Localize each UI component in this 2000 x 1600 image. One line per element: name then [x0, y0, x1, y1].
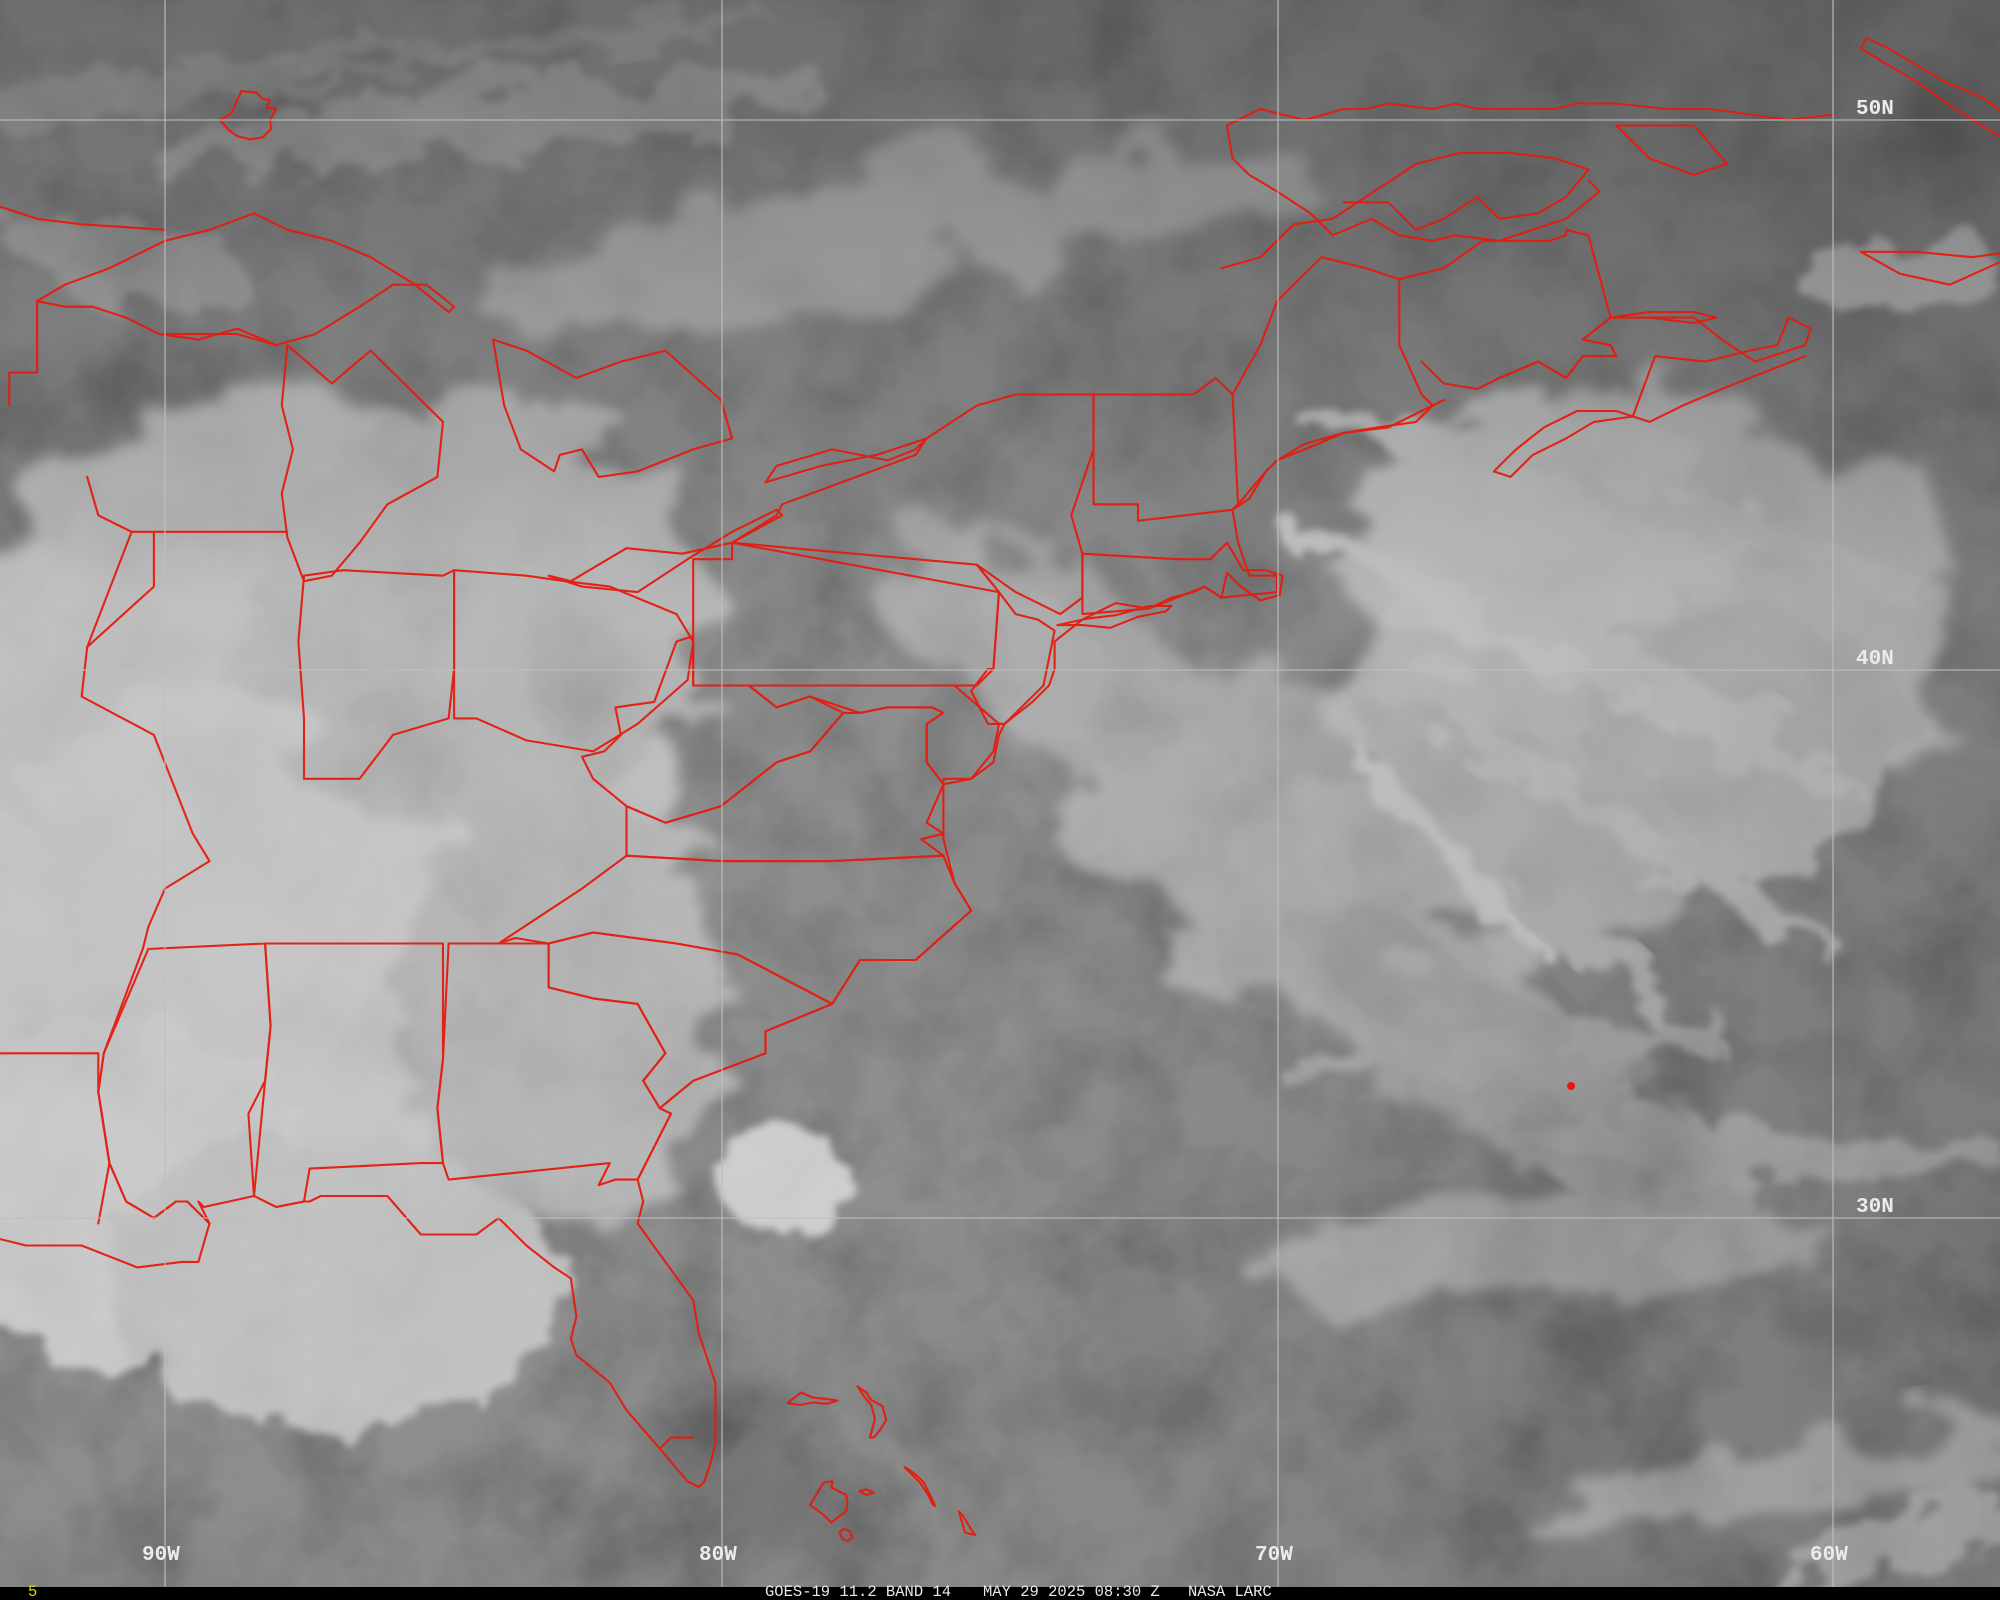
svg-text:50N: 50N: [1856, 98, 1894, 121]
svg-text:90W: 90W: [142, 1544, 180, 1567]
svg-text:70W: 70W: [1255, 1544, 1293, 1567]
svg-text:80W: 80W: [699, 1544, 737, 1567]
svg-text:60W: 60W: [1810, 1544, 1848, 1567]
svg-text:40N: 40N: [1856, 648, 1894, 671]
svg-text:30N: 30N: [1856, 1196, 1894, 1219]
